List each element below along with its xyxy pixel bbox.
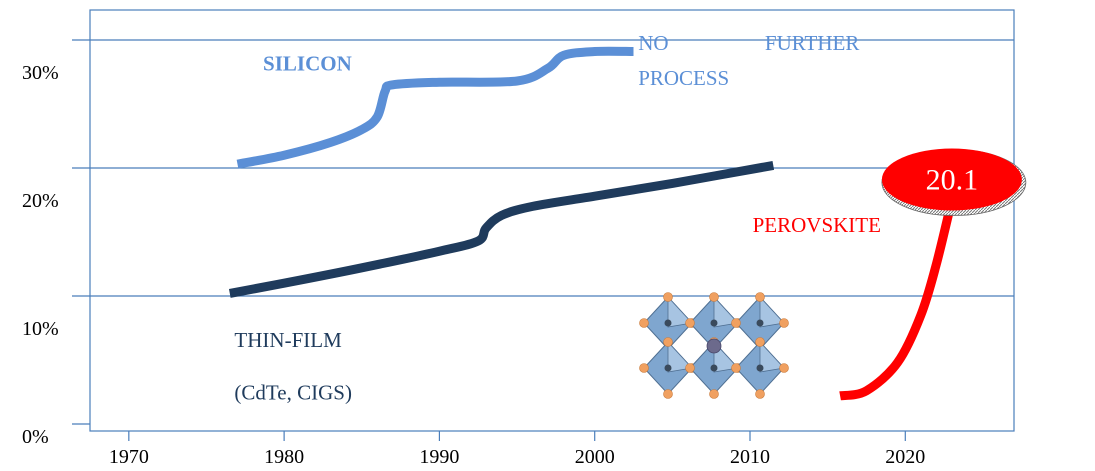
badge-layer: 20.1 <box>881 148 1027 216</box>
octahedron-face <box>667 295 693 328</box>
series-line-silicon <box>236 46 634 169</box>
octahedron-face <box>759 340 785 373</box>
badge-label: 20.1 <box>926 164 979 197</box>
y-tick-label: 10% <box>22 318 59 340</box>
y-tick-label: 30% <box>22 62 59 84</box>
b-site-atom <box>710 319 718 327</box>
oxygen-atom <box>755 292 765 302</box>
label-process-label: PROCESS <box>638 66 729 90</box>
label-thin-film-sub-label: (CdTe, CIGS) <box>234 381 352 405</box>
b-site-atom <box>664 319 672 327</box>
badge-ellipse <box>881 148 1022 211</box>
x-tick-label: 1980 <box>264 446 304 466</box>
y-tick-label: 0% <box>22 426 49 448</box>
x-tick-label: 1990 <box>419 446 459 466</box>
oxygen-atom <box>663 337 673 347</box>
x-tick-label: 2010 <box>730 446 770 466</box>
series-line-thin-film <box>228 160 775 298</box>
oxygen-atom <box>755 337 765 347</box>
oxygen-atom <box>685 318 695 328</box>
series-layer <box>228 46 957 401</box>
oxygen-atom <box>779 363 789 373</box>
oxygen-atom <box>663 389 673 399</box>
octahedron-face <box>713 295 739 328</box>
oxygen-atom <box>639 318 649 328</box>
oxygen-atom <box>709 389 719 399</box>
a-site-atom <box>706 338 722 354</box>
x-tick-label: 2020 <box>885 446 925 466</box>
b-site-atom <box>756 364 764 372</box>
x-tick-label: 2000 <box>575 446 615 466</box>
b-site-atom <box>664 364 672 372</box>
octahedron-face <box>759 295 785 328</box>
oxygen-atom <box>663 292 673 302</box>
label-perovskite-label: PEROVSKITE <box>753 213 881 237</box>
label-silicon-label: SILICON <box>263 52 352 76</box>
b-site-atom <box>756 319 764 327</box>
oxygen-atom <box>685 363 695 373</box>
oxygen-atom <box>779 318 789 328</box>
label-further-label: FURTHER <box>765 31 859 55</box>
b-site-atom <box>710 364 718 372</box>
oxygen-atom <box>709 292 719 302</box>
oxygen-atom <box>639 363 649 373</box>
grid-layer <box>89 9 1015 432</box>
plot-border <box>89 9 1015 432</box>
octahedron-face <box>667 340 693 373</box>
y-tick-label: 20% <box>22 190 59 212</box>
perovskite-crystal-structure-icon <box>639 292 789 399</box>
series-line-perovskite <box>839 198 957 401</box>
oxygen-atom <box>731 363 741 373</box>
label-no-label: NO <box>638 31 668 55</box>
oxygen-atom <box>731 318 741 328</box>
x-tick-label: 1970 <box>109 446 149 466</box>
axis-layer: 0% 10% 20% 30% 1970 1980 1990 2000 2010 2020 <box>22 39 925 468</box>
oxygen-atom <box>755 389 765 399</box>
label-thin-film-label: THIN-FILM <box>234 328 342 352</box>
label-layer: SILICON NO FURTHER PROCESS PEROVSKITE THIN-FI… <box>234 31 881 404</box>
